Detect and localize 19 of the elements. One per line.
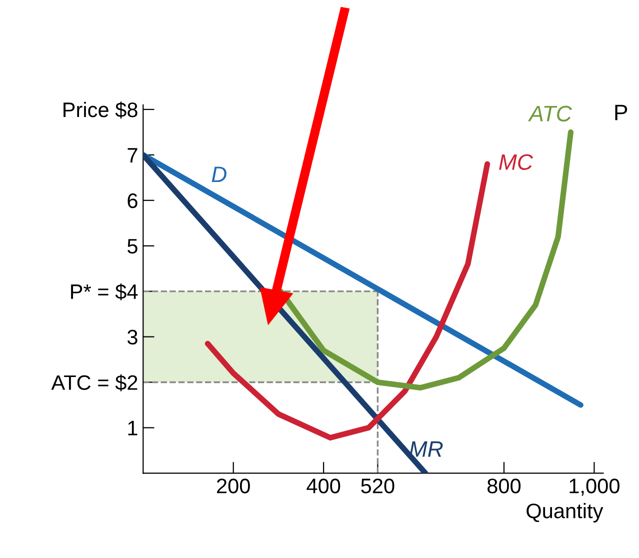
x-tick-label: 200 — [217, 478, 250, 494]
y-tick-label: ATC = $2 — [51, 374, 138, 392]
y-tick-label: 6 — [128, 193, 138, 208]
y-tick-label: P* = $4 — [71, 283, 138, 300]
x-tick-label: 800 — [488, 478, 521, 494]
y-tick-label: 7 — [128, 148, 138, 162]
series-label: ATC — [528, 106, 572, 122]
series-label: MC — [499, 154, 534, 170]
y-tick-label: 1 — [128, 420, 138, 436]
x-tick-label: 400 — [306, 478, 340, 494]
x-tick-label: 1,000 — [570, 478, 620, 496]
series-label: MR — [410, 441, 443, 457]
y-tick-label: 5 — [128, 239, 138, 254]
x-axis-title: Quantity — [526, 503, 604, 522]
text: P — [615, 104, 628, 120]
x-tick-label: 520 — [361, 478, 394, 494]
series-label: D — [212, 166, 226, 182]
y-tick-label: Price $8 — [64, 102, 138, 118]
y-tick-label: 3 — [127, 330, 138, 345]
